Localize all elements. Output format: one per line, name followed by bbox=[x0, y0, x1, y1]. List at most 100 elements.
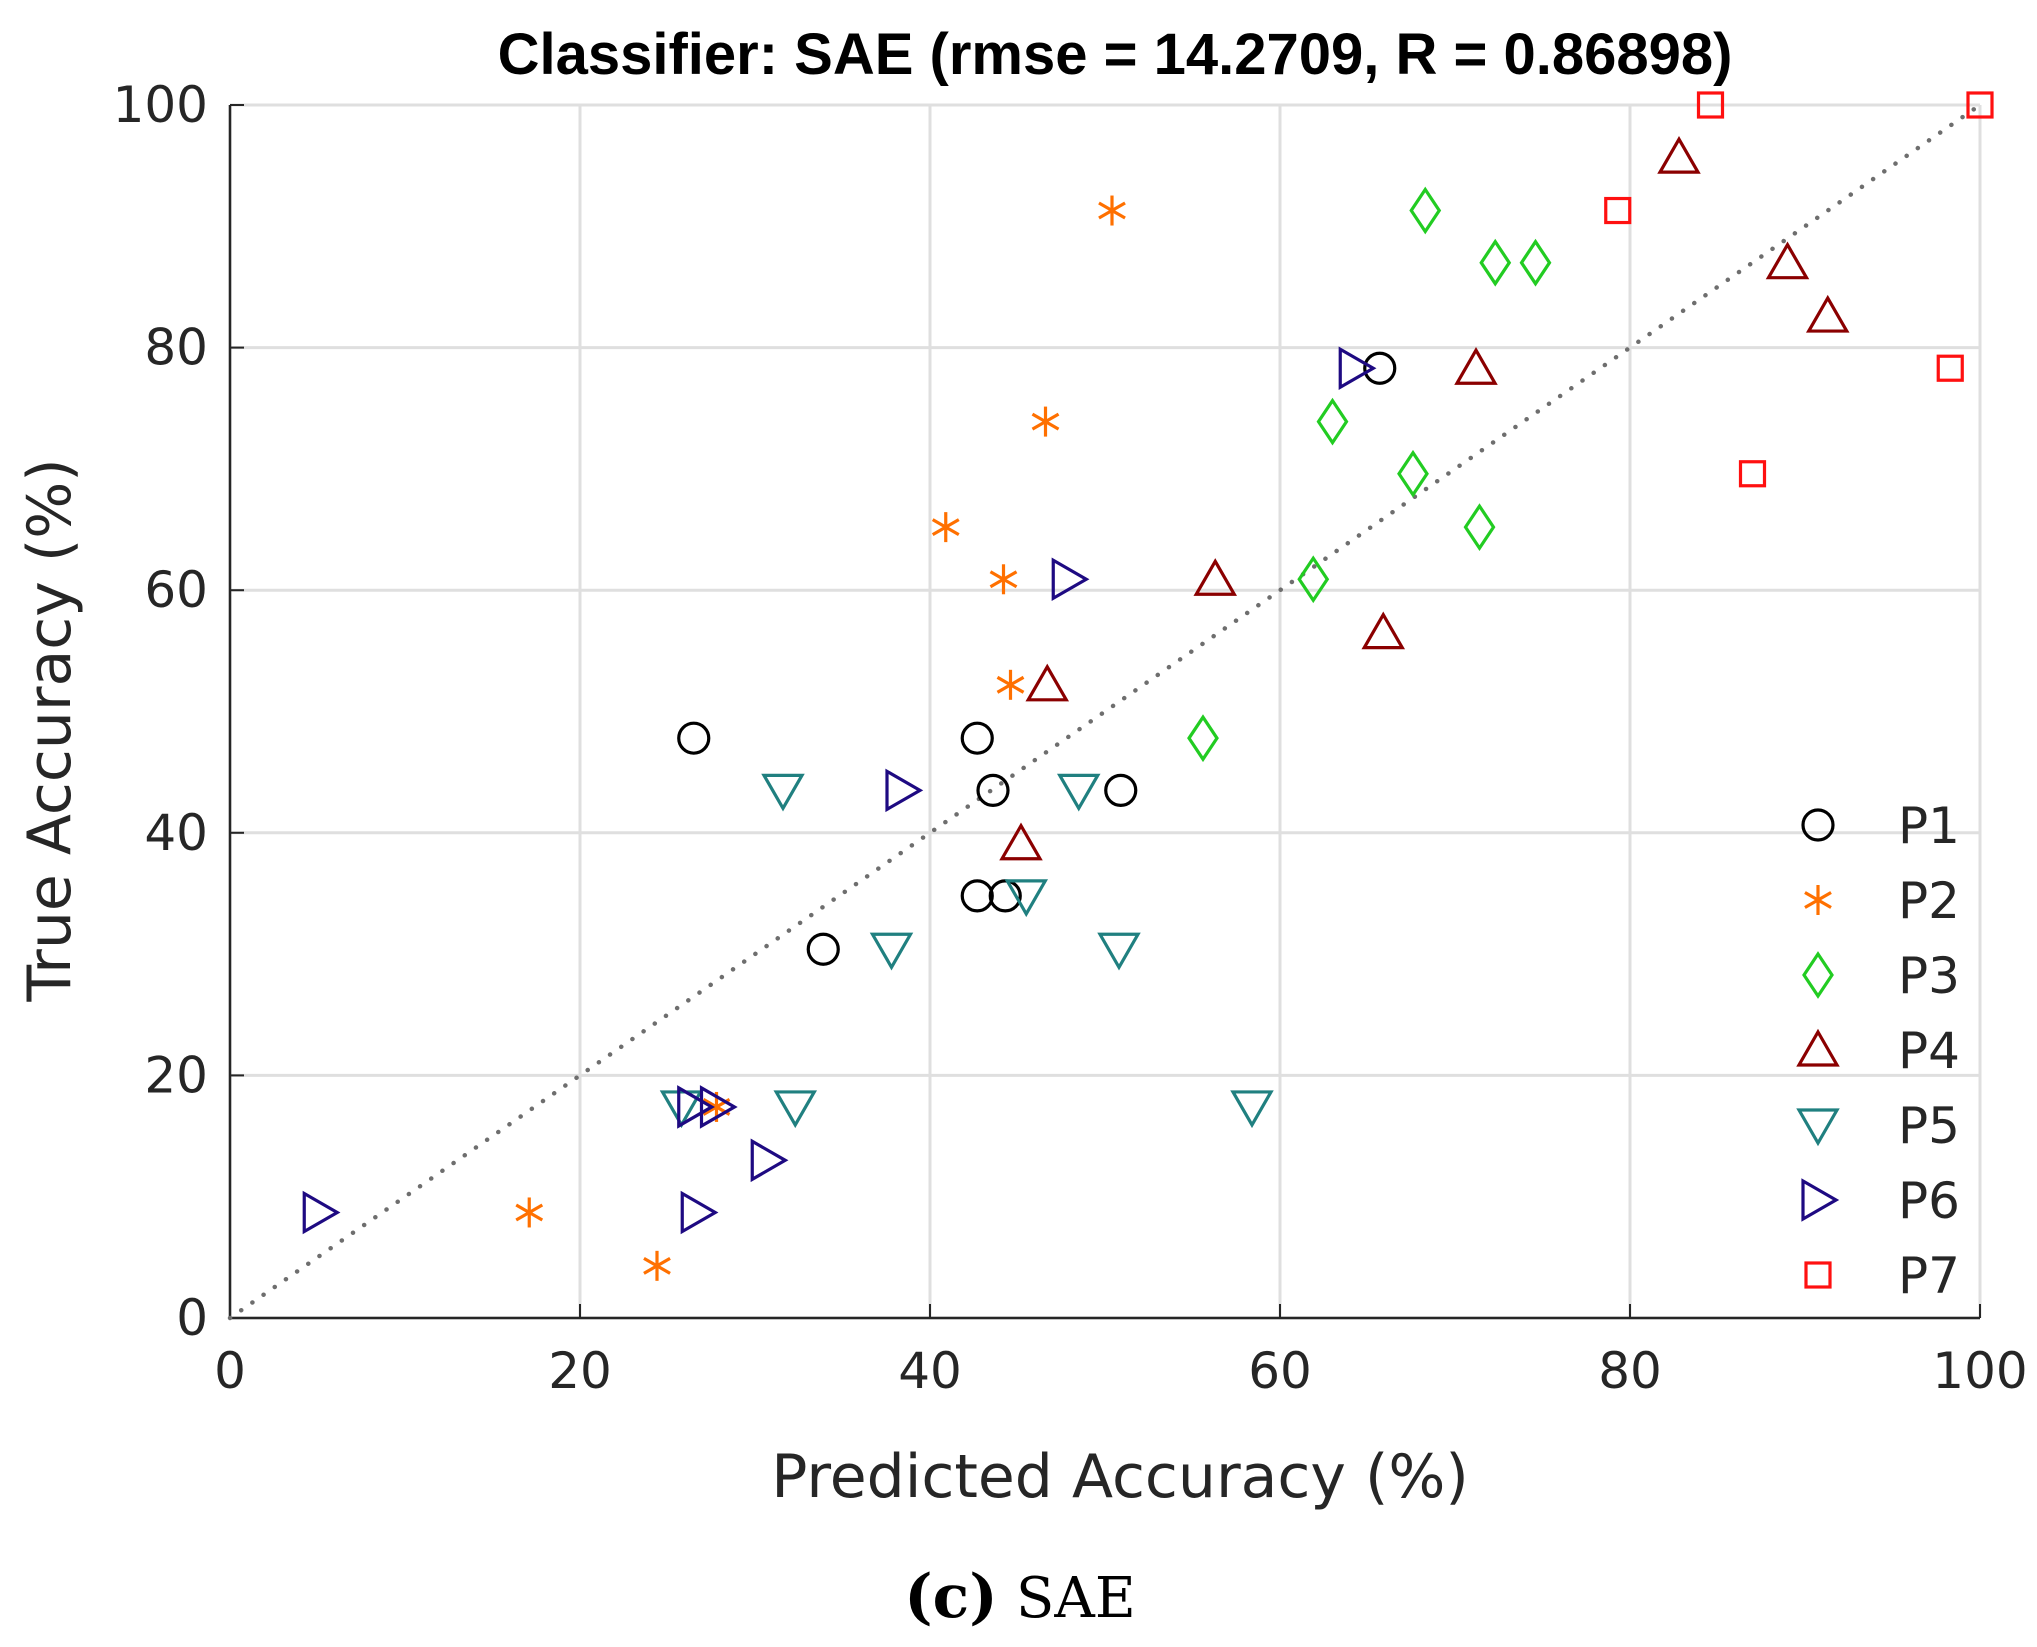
asterisk-stroke bbox=[643, 1256, 671, 1275]
data-point-p2 bbox=[1031, 406, 1060, 437]
data-point-p7 bbox=[1696, 91, 1725, 119]
asterisk-stroke bbox=[996, 675, 1025, 694]
y-tick-label: 60 bbox=[144, 561, 208, 619]
legend-item-p4: P4 bbox=[1796, 1022, 1960, 1080]
reference-line-group bbox=[227, 102, 1983, 1321]
x-tick-label: 100 bbox=[1932, 1342, 2027, 1400]
series-p5 bbox=[659, 773, 1274, 1129]
legend-marker-p2 bbox=[1804, 885, 1832, 915]
legend-marker-p4 bbox=[1796, 1028, 1840, 1067]
legend-item-p1: P1 bbox=[1801, 797, 1960, 855]
data-point-p6 bbox=[1051, 557, 1090, 602]
data-point-p5 bbox=[1056, 773, 1101, 812]
data-point-p6 bbox=[1338, 346, 1377, 390]
y-tick-label: 40 bbox=[144, 804, 208, 862]
data-point-p2 bbox=[1098, 195, 1126, 226]
y-axis-label: True Accuracy (%) bbox=[15, 458, 85, 1002]
data-point-p2 bbox=[931, 512, 960, 543]
data-point-p2 bbox=[996, 669, 1025, 700]
legend-label: P4 bbox=[1898, 1022, 1960, 1080]
data-point-p4 bbox=[1805, 294, 1850, 333]
y-tick-label: 80 bbox=[144, 319, 208, 377]
data-point-p6 bbox=[677, 1085, 715, 1129]
x-tick-label: 80 bbox=[1598, 1342, 1662, 1400]
data-point-p3 bbox=[1297, 555, 1330, 604]
y-tick-labels: 0 20 40 60 80 100 bbox=[113, 76, 208, 1347]
data-point-p2 bbox=[989, 564, 1018, 595]
data-point-p1 bbox=[1104, 773, 1138, 807]
series-p3 bbox=[1187, 186, 1552, 763]
data-point-p1 bbox=[976, 773, 1010, 807]
asterisk-stroke bbox=[931, 518, 960, 537]
data-point-p5 bbox=[773, 1090, 818, 1129]
series-p6 bbox=[302, 346, 1377, 1235]
data-point-p4 bbox=[999, 822, 1043, 861]
legend-marker-p7 bbox=[1804, 1261, 1832, 1289]
data-point-p7 bbox=[1738, 460, 1767, 488]
asterisk-stroke bbox=[1031, 412, 1060, 431]
x-tick-label: 60 bbox=[1248, 1342, 1312, 1400]
data-point-p4 bbox=[1765, 241, 1810, 280]
data-point-p3 bbox=[1316, 397, 1349, 446]
data-point-p1 bbox=[960, 879, 994, 913]
data-point-p3 bbox=[1187, 714, 1219, 763]
legend-marker-p5 bbox=[1796, 1108, 1840, 1147]
chart-title: Classifier: SAE (rmse = 14.2709, R = 0.8… bbox=[498, 22, 1733, 87]
data-point-p4 bbox=[1193, 558, 1238, 596]
data-point-p5 bbox=[1004, 879, 1049, 918]
legend-label: P2 bbox=[1898, 872, 1960, 930]
data-point-p1 bbox=[677, 721, 711, 755]
legend-item-p2: P2 bbox=[1804, 872, 1960, 930]
legend-label: P3 bbox=[1898, 947, 1960, 1005]
data-point-p1 bbox=[1363, 351, 1397, 385]
data-point-p5 bbox=[761, 773, 805, 812]
y-tick-label: 100 bbox=[113, 76, 208, 134]
data-point-p6 bbox=[302, 1190, 341, 1235]
reference-line bbox=[227, 102, 1983, 1321]
caption-text: SAE bbox=[1016, 1566, 1136, 1631]
data-point-p4 bbox=[1657, 135, 1701, 174]
data-point-p2 bbox=[643, 1250, 671, 1281]
legend-label: P6 bbox=[1898, 1172, 1960, 1230]
data-point-p5 bbox=[1230, 1090, 1274, 1129]
y-tick-label: 20 bbox=[144, 1046, 208, 1104]
data-point-p2 bbox=[515, 1197, 544, 1228]
legend-item-p6: P6 bbox=[1801, 1172, 1960, 1230]
caption-label: (c) bbox=[904, 1562, 997, 1632]
data-point-p7 bbox=[1936, 354, 1964, 382]
data-point-p1 bbox=[988, 879, 1022, 913]
x-axis-label: Predicted Accuracy (%) bbox=[771, 1442, 1469, 1512]
data-point-p4 bbox=[1361, 611, 1406, 650]
series-p2 bbox=[515, 195, 1126, 1281]
data-point-p6 bbox=[750, 1138, 789, 1183]
asterisk-stroke bbox=[989, 570, 1018, 589]
data-point-p4 bbox=[1025, 663, 1070, 702]
data-point-p5 bbox=[1097, 932, 1141, 971]
data-point-p3 bbox=[1397, 449, 1429, 498]
legend-label: P1 bbox=[1898, 797, 1960, 855]
legend: P1 P2 P3 P4 P5 P6 P7 bbox=[1796, 797, 1960, 1305]
x-tick-label: 20 bbox=[548, 1342, 612, 1400]
asterisk-stroke bbox=[1804, 891, 1832, 909]
data-point-p6 bbox=[680, 1190, 719, 1235]
data-point-p1 bbox=[806, 932, 840, 966]
data-point-p5 bbox=[869, 932, 914, 971]
data-point-p1 bbox=[960, 721, 994, 755]
legend-label: P5 bbox=[1898, 1097, 1960, 1155]
asterisk-stroke bbox=[515, 1203, 544, 1222]
data-point-p4 bbox=[1454, 347, 1498, 385]
legend-marker-p3 bbox=[1802, 951, 1834, 999]
legend-item-p3: P3 bbox=[1802, 947, 1960, 1005]
legend-marker-p6 bbox=[1801, 1178, 1840, 1222]
axes bbox=[228, 104, 1981, 1320]
legend-item-p7: P7 bbox=[1804, 1247, 1960, 1305]
legend-marker-p1 bbox=[1801, 808, 1835, 842]
data-point-p3 bbox=[1519, 238, 1552, 287]
data-point-p5 bbox=[659, 1090, 704, 1129]
x-tick-label: 40 bbox=[898, 1342, 962, 1400]
data-point-p3 bbox=[1409, 186, 1442, 235]
data-point-p3 bbox=[1463, 503, 1496, 552]
series-p4 bbox=[999, 135, 1850, 861]
